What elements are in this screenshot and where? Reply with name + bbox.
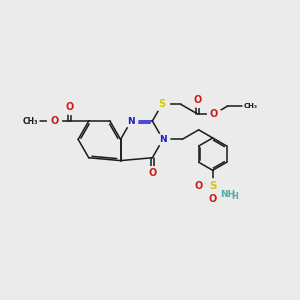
Text: N: N bbox=[159, 135, 167, 144]
Text: S: S bbox=[158, 100, 166, 110]
Text: O: O bbox=[194, 95, 202, 105]
Text: NH: NH bbox=[220, 190, 236, 199]
Text: CH₃: CH₃ bbox=[22, 116, 38, 125]
Text: O: O bbox=[50, 116, 58, 126]
Text: CH₃: CH₃ bbox=[244, 103, 258, 109]
Text: O: O bbox=[194, 181, 203, 190]
Text: O: O bbox=[210, 109, 218, 119]
Text: N: N bbox=[127, 116, 135, 125]
Text: O: O bbox=[65, 102, 74, 112]
Text: O: O bbox=[148, 168, 157, 178]
Text: S: S bbox=[209, 181, 216, 190]
Text: O: O bbox=[208, 194, 217, 204]
Text: H: H bbox=[231, 192, 238, 201]
